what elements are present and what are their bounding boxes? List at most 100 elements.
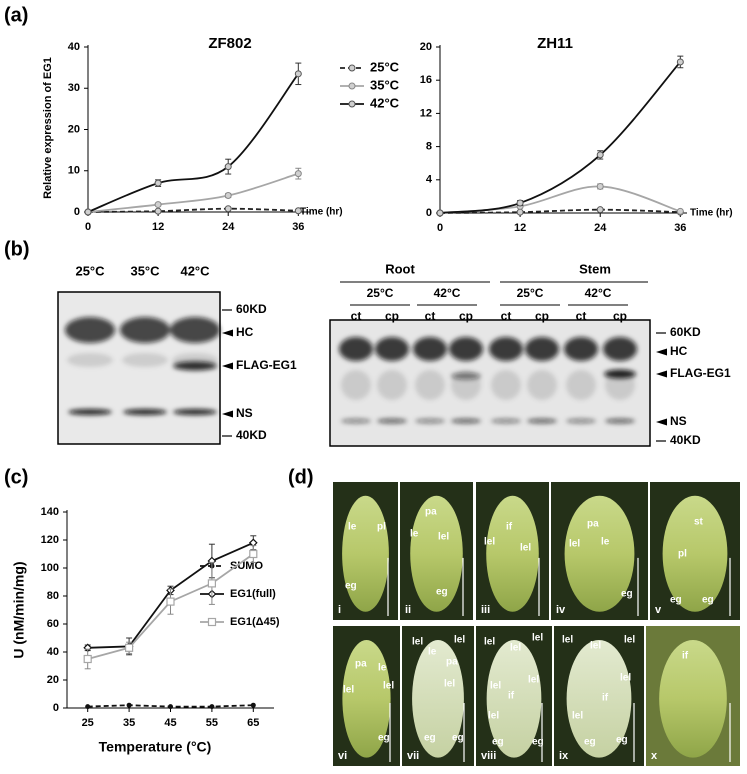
lane-label: cp [459, 309, 473, 323]
part-label: lel [532, 633, 543, 644]
part-label: eg [424, 733, 436, 744]
series-line [87, 207, 299, 213]
band [491, 418, 521, 424]
marker [154, 201, 162, 209]
marker-label: HC [236, 325, 254, 339]
band [489, 337, 523, 361]
y-tick-label: 120 [41, 534, 59, 546]
y-tick-label: 140 [41, 506, 59, 518]
image-numeral: i [338, 604, 341, 616]
marker [168, 704, 173, 710]
chart-title: ZH11 [537, 35, 573, 52]
x-tick-label: 35 [123, 717, 135, 729]
marker [83, 654, 92, 664]
part-label: lel [620, 673, 631, 684]
image-numeral: vii [407, 750, 419, 762]
marker [126, 702, 132, 708]
flower-image: i le pl eg [333, 482, 398, 620]
flower-image: vi pa le lel lel eg [333, 626, 400, 766]
part-label: pl [678, 549, 687, 560]
panel-label: (b) [4, 238, 30, 260]
image-numeral: iv [556, 604, 566, 616]
part-label: lel [510, 643, 521, 654]
marker [207, 579, 216, 588]
x-tick-label: 0 [437, 222, 443, 234]
legend-label: EG1(full) [230, 588, 276, 600]
y-tick-label: 40 [68, 41, 80, 53]
marker [249, 549, 258, 559]
part-label: st [694, 517, 704, 528]
band [123, 409, 167, 415]
lane-label: 42°C [180, 263, 210, 278]
y-tick-label: 0 [426, 207, 432, 219]
tissue-label: Root [385, 261, 415, 276]
band [566, 418, 596, 424]
part-label: eg [492, 737, 504, 748]
flower [662, 495, 728, 612]
x-tick-label: 12 [152, 221, 164, 233]
marker [85, 704, 91, 710]
legend-marker [207, 617, 217, 627]
marker-label: NS [236, 406, 253, 420]
y-tick-label: 20 [68, 123, 80, 135]
image-numeral: vi [338, 750, 347, 762]
tissue-label: Stem [579, 261, 611, 276]
legend-label: 42°C [370, 95, 400, 110]
x-axis-label: Time (hr) [300, 207, 343, 218]
legend-marker [348, 64, 356, 72]
lane-label: 35°C [130, 263, 160, 278]
part-label: le [348, 522, 357, 533]
band [341, 418, 371, 424]
lane-label: cp [535, 309, 549, 323]
band [377, 370, 407, 400]
marker [250, 702, 256, 708]
part-label: lel [444, 679, 455, 690]
marker [596, 182, 604, 190]
part-label: lel [490, 681, 501, 692]
band [527, 370, 557, 400]
part-label: lel [528, 675, 539, 686]
marker-label: 40KD [670, 433, 701, 447]
band [449, 337, 483, 361]
part-label: pa [446, 657, 458, 668]
band [170, 317, 220, 343]
marker-label: 40KD [236, 428, 267, 442]
marker-arrow [222, 329, 233, 337]
band [173, 361, 217, 371]
y-tick-label: 12 [420, 107, 432, 119]
flower [342, 495, 389, 612]
marker [224, 205, 232, 213]
marker [676, 207, 684, 215]
series-line [87, 73, 300, 213]
x-tick-label: 24 [222, 221, 235, 233]
y-tick-label: 10 [68, 165, 80, 177]
part-label: lel [412, 637, 423, 648]
x-tick-label: 12 [514, 222, 526, 234]
part-label: eg [621, 589, 633, 600]
y-tick-label: 8 [426, 141, 432, 153]
y-tick-label: 30 [68, 82, 80, 94]
part-label: eg [345, 581, 357, 592]
marker-label: HC [670, 344, 688, 358]
band [451, 418, 481, 424]
x-tick-label: 0 [85, 221, 91, 233]
marker [596, 151, 604, 159]
temp-label: 42°C [585, 286, 612, 300]
marker-label: NS [670, 414, 687, 428]
y-tick-label: 60 [47, 618, 59, 630]
legend-label: SUMO [230, 560, 263, 572]
temp-label: 25°C [517, 286, 544, 300]
part-label: lel [590, 641, 601, 652]
image-numeral: ix [559, 750, 569, 762]
series-line [439, 185, 681, 214]
x-tick-label: 24 [594, 222, 607, 234]
part-label: eg [532, 737, 544, 748]
flower [486, 495, 539, 612]
marker-arrow [656, 370, 667, 378]
part-label: le [378, 663, 387, 674]
part-label: eg [378, 733, 390, 744]
blot-bands [65, 317, 637, 424]
